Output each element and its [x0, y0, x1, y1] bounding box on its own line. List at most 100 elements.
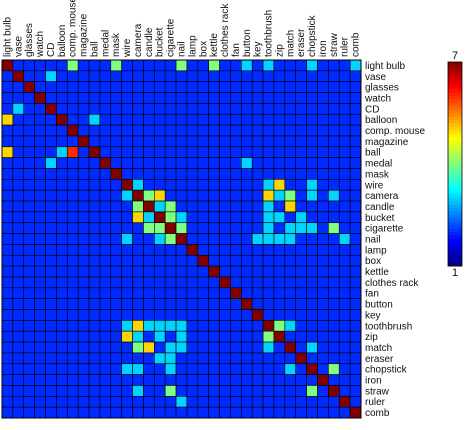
heatmap-cell	[230, 124, 242, 137]
heatmap-cell	[317, 179, 329, 191]
heatmap-cell	[66, 168, 79, 180]
heatmap-cell	[143, 59, 155, 72]
heatmap-cell	[306, 168, 318, 180]
heatmap-cell	[99, 157, 112, 169]
heatmap-cell	[317, 168, 329, 180]
heatmap-cell	[186, 406, 199, 419]
heatmap-cell	[284, 222, 297, 234]
heatmap-cell	[99, 233, 112, 245]
heatmap-cell	[12, 189, 25, 202]
heatmap-cell	[45, 395, 57, 408]
heatmap-cell	[295, 406, 307, 419]
heatmap-cell	[1, 320, 14, 332]
heatmap-cell	[262, 168, 275, 180]
heatmap-cell	[56, 124, 68, 137]
heatmap-cell	[295, 59, 307, 72]
heatmap-cell	[306, 276, 318, 289]
heatmap-cell	[77, 168, 90, 180]
heatmap-cell	[295, 298, 307, 310]
heatmap-cell	[317, 320, 329, 332]
heatmap-cell	[12, 103, 25, 115]
heatmap-cell	[12, 276, 25, 289]
heatmap-cell	[175, 341, 188, 354]
heatmap-cell	[317, 211, 329, 224]
heatmap-cell	[284, 59, 297, 72]
heatmap-cell	[77, 254, 90, 267]
heatmap-cell	[164, 124, 177, 137]
heatmap-cell	[186, 59, 199, 72]
heatmap-cell	[34, 363, 46, 375]
heatmap-cell	[34, 70, 46, 82]
heatmap-cell	[273, 330, 286, 343]
heatmap-cell	[132, 81, 144, 93]
heatmap-cell	[317, 81, 329, 93]
heatmap-cell	[23, 135, 35, 148]
heatmap-cell	[88, 81, 101, 93]
heatmap-cell	[175, 103, 188, 115]
heatmap-cell	[143, 92, 155, 104]
heatmap-cell	[251, 352, 264, 365]
row-label: kettle	[365, 267, 389, 278]
heatmap-cell	[338, 363, 351, 375]
heatmap-cell	[56, 374, 68, 386]
colorbar-segment	[448, 96, 462, 100]
heatmap-cell	[154, 330, 166, 343]
heatmap-cell	[241, 341, 253, 354]
heatmap-cell	[328, 70, 340, 82]
heatmap-cell	[197, 59, 210, 72]
column-label: fan	[231, 43, 242, 57]
heatmap-cell	[66, 395, 79, 408]
heatmap-cell	[56, 113, 68, 126]
heatmap-cell	[34, 189, 46, 202]
heatmap-cell	[284, 157, 297, 169]
heatmap-cell	[219, 113, 231, 126]
heatmap-cell	[154, 113, 166, 126]
heatmap-cell	[88, 146, 101, 158]
heatmap-cell	[284, 92, 297, 104]
heatmap-cell	[66, 363, 79, 375]
heatmap-cell	[230, 265, 242, 278]
heatmap-cell	[219, 363, 231, 375]
heatmap-cell	[132, 254, 144, 267]
heatmap-cell	[154, 320, 166, 332]
heatmap-cell	[197, 168, 210, 180]
heatmap-cell	[349, 113, 362, 126]
heatmap-cell	[262, 103, 275, 115]
colorbar-segment	[448, 164, 462, 168]
heatmap-cell	[175, 298, 188, 310]
heatmap-cell	[328, 330, 340, 343]
row-label: CD	[365, 104, 379, 115]
heatmap-cell	[262, 124, 275, 137]
heatmap-cell	[12, 135, 25, 148]
heatmap-cell	[175, 363, 188, 375]
heatmap-cell	[186, 233, 199, 245]
heatmap-cell	[251, 135, 264, 148]
colorbar-segment	[448, 106, 462, 110]
heatmap-cell	[164, 92, 177, 104]
colorbar-segment	[448, 72, 462, 76]
heatmap-cell	[284, 287, 297, 299]
heatmap-cell	[12, 146, 25, 158]
colorbar-segment	[448, 259, 462, 263]
heatmap-cell	[328, 309, 340, 321]
row-label: candle	[365, 202, 395, 213]
heatmap-cell	[197, 309, 210, 321]
heatmap-cell	[197, 385, 210, 397]
heatmap-cell	[45, 265, 57, 278]
heatmap-cell	[1, 157, 14, 169]
heatmap-cell	[349, 341, 362, 354]
heatmap-cell	[328, 211, 340, 224]
heatmap-cell	[121, 309, 133, 321]
heatmap-cell	[338, 211, 351, 224]
heatmap-cell	[143, 113, 155, 126]
heatmap-cell	[349, 265, 362, 278]
heatmap-cell	[230, 70, 242, 82]
heatmap-cell	[23, 352, 35, 365]
heatmap-cell	[77, 222, 90, 234]
row-label: straw	[365, 386, 390, 397]
colorbar-segment	[448, 140, 462, 144]
heatmap-cell	[241, 179, 253, 191]
heatmap-cell	[338, 395, 351, 408]
heatmap-cell	[77, 81, 90, 93]
heatmap-cell	[99, 135, 112, 148]
